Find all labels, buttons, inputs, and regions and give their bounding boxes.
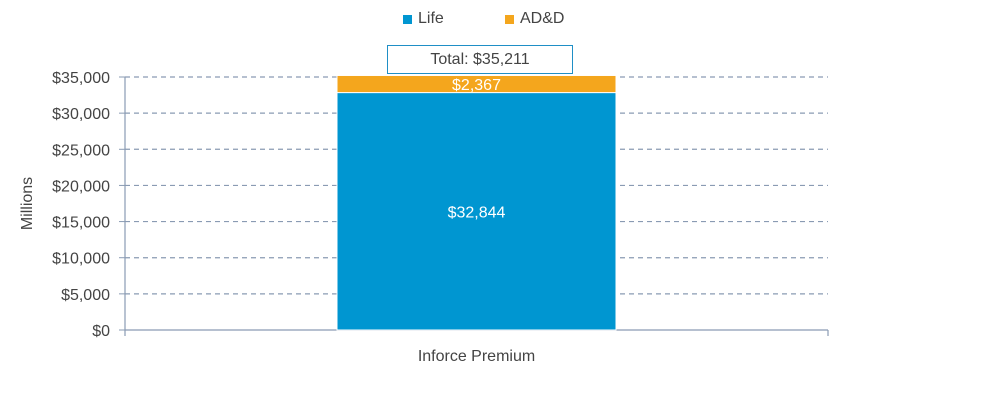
- y-tick-label: $10,000: [52, 251, 110, 268]
- y-tick-label: $15,000: [52, 215, 110, 232]
- y-tick-label: $35,000: [52, 70, 110, 87]
- y-tick-label: $0: [92, 323, 110, 340]
- y-tick-label: $25,000: [52, 142, 110, 159]
- y-axis-title: Millions: [19, 177, 36, 230]
- legend-item-add: AD&D: [505, 10, 564, 28]
- y-tick-label: $30,000: [52, 106, 110, 123]
- x-category-label: Inforce Premium: [418, 348, 535, 365]
- legend-item-life: Life: [403, 10, 444, 28]
- y-tick-label: $20,000: [52, 178, 110, 195]
- data-label-life: $32,844: [448, 204, 506, 221]
- y-tick-label: $5,000: [61, 287, 110, 304]
- total-label: Total: $35,211: [430, 50, 530, 68]
- data-label-add: $2,367: [452, 77, 501, 94]
- legend-swatch-add: [505, 14, 514, 24]
- legend-swatch-life: [403, 14, 412, 24]
- legend-label-add: AD&D: [520, 10, 565, 27]
- legend-label-life: Life: [418, 10, 444, 27]
- bar-segment-life: [336, 92, 617, 331]
- bar-segment-add: [336, 74, 617, 94]
- legend: Life AD&D: [0, 10, 1000, 32]
- total-label-box: Total: $35,211: [387, 45, 573, 74]
